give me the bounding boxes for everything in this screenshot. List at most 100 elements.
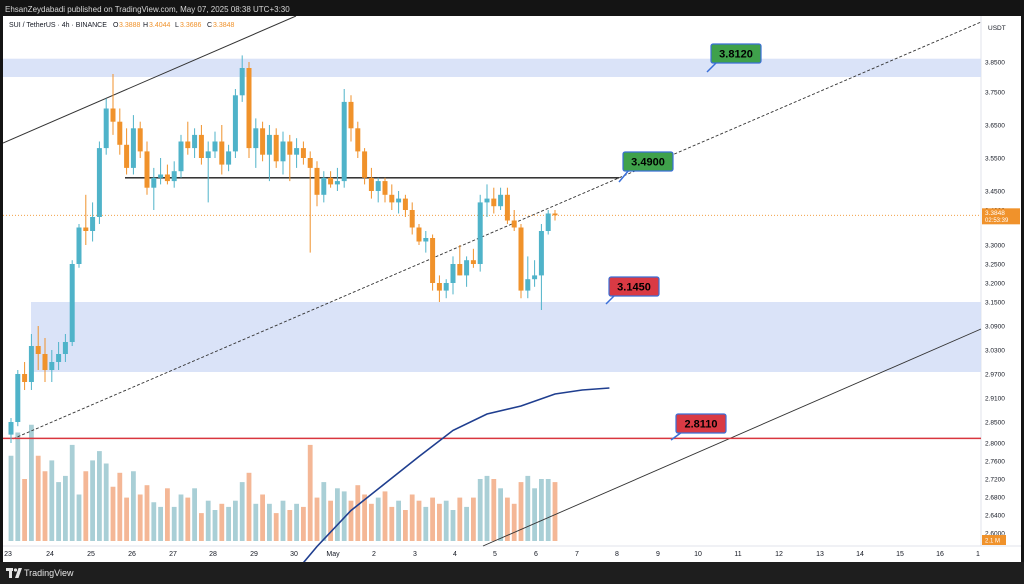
- volume-bar: [450, 510, 456, 541]
- volume-bar: [171, 506, 177, 541]
- candle-body: [396, 198, 402, 203]
- candle-body: [198, 134, 204, 158]
- candle-body: [538, 231, 544, 276]
- volume-bar: [49, 460, 55, 541]
- support-zone: [31, 302, 981, 372]
- current-price-badge: [982, 208, 1020, 225]
- volume-bar: [545, 479, 551, 541]
- candle-body: [103, 108, 109, 149]
- volume-bar: [335, 488, 340, 541]
- volume-bar: [178, 494, 184, 541]
- volume-bar: [287, 510, 293, 541]
- time-axis[interactable]: 23 24 25 26 27 28 29 30 May 2 3 4 5 6 7 8 9 10 11 12 13 14 15 1…: [4, 551, 980, 558]
- price-tick: 2.6800: [985, 495, 1005, 502]
- candle-body: [158, 174, 164, 178]
- candle-body: [334, 181, 340, 185]
- volume-bar: [192, 488, 197, 541]
- candle-body: [355, 128, 361, 152]
- candle-body: [239, 68, 245, 96]
- level-badge[interactable]: [710, 43, 762, 64]
- price-tick: 3.2000: [985, 281, 1005, 288]
- zones-layer: [3, 58, 981, 372]
- volume-bar: [321, 482, 327, 541]
- candle-body: [389, 194, 395, 203]
- volume-bar: [69, 444, 75, 541]
- level-label: 3.1450: [617, 282, 651, 294]
- upper-channel-line: [3, 16, 297, 144]
- volume-bar: [103, 463, 109, 541]
- volume-bar: [117, 472, 123, 541]
- low-value: 3.3686: [180, 22, 202, 29]
- volume-bar: [416, 500, 422, 541]
- price-tick: 3.0900: [985, 324, 1005, 331]
- candle-body: [130, 128, 136, 168]
- time-tick: 16: [936, 551, 944, 558]
- volume-bar: [457, 497, 463, 541]
- volume-bar: [199, 513, 204, 541]
- volume-bar: [246, 472, 252, 541]
- volume-bar: [131, 471, 136, 541]
- open-value: 3.3888: [119, 22, 141, 29]
- price-tick: 3.4500: [985, 189, 1005, 196]
- candle-body: [62, 342, 68, 354]
- candle-body: [28, 346, 34, 382]
- volume-bar: [233, 500, 238, 541]
- price-tick: 2.7200: [985, 477, 1005, 484]
- time-tick: 10: [694, 551, 702, 558]
- level-badge[interactable]: [622, 151, 674, 172]
- candle-body: [42, 354, 48, 370]
- price-tick: 2.9100: [985, 396, 1005, 403]
- candle-body: [457, 264, 463, 276]
- time-tick: 6: [534, 551, 538, 558]
- tradingview-logo-icon: [6, 568, 22, 578]
- volume-bar: [423, 506, 429, 541]
- time-tick: 26: [128, 551, 136, 558]
- price-tick: 3.0300: [985, 348, 1005, 355]
- time-tick: 8: [615, 551, 619, 558]
- volume-bar: [8, 455, 14, 541]
- candle-body: [362, 151, 368, 178]
- candle-body: [83, 227, 89, 231]
- volume-bar: [491, 479, 497, 541]
- candle-body: [22, 374, 28, 382]
- volume-bar: [253, 503, 259, 541]
- candle-body: [56, 354, 62, 362]
- volume-bar: [124, 497, 129, 541]
- level-callout-line: [618, 169, 630, 183]
- volume-bar: [151, 502, 157, 541]
- footer-brand: TradingView: [24, 568, 74, 578]
- candle-body: [246, 68, 252, 149]
- candle-body: [76, 227, 82, 264]
- price-tick: 3.5500: [985, 156, 1005, 163]
- price-chart[interactable]: SUI / TetherUS · 4h · BINANCE O 3.3888 H…: [3, 16, 1021, 562]
- price-tick: 2.9700: [985, 372, 1005, 379]
- time-tick: 12: [775, 551, 783, 558]
- volume-bar: [307, 444, 313, 541]
- candle-body: [185, 141, 191, 149]
- publish-header: EhsanZeydabadi published on TradingView.…: [5, 3, 1019, 17]
- high-label: H: [143, 22, 148, 29]
- volume-bar: [518, 482, 524, 541]
- candle-body: [328, 177, 334, 185]
- candle-body: [287, 141, 293, 155]
- price-axis[interactable]: USDT3.85003.75003.65003.55003.45003.4000…: [982, 25, 1020, 545]
- time-tick: 28: [209, 551, 217, 558]
- level-badge[interactable]: [675, 413, 727, 434]
- volume-bar: [552, 482, 558, 541]
- volume-bar: [97, 451, 102, 541]
- candle-body: [430, 238, 436, 283]
- price-tick: 3.2500: [985, 262, 1005, 269]
- level-label: 3.8120: [719, 49, 753, 61]
- time-tick: 13: [816, 551, 824, 558]
- time-tick: 1: [976, 551, 980, 558]
- volume-bar: [205, 500, 211, 541]
- price-tick: 2.6400: [985, 513, 1005, 520]
- volume-bar: [239, 482, 245, 541]
- candle-body: [470, 260, 476, 264]
- volume-bar: [185, 497, 191, 541]
- volume-bar: [443, 500, 449, 541]
- close-value: 3.3848: [213, 22, 235, 29]
- candle-body: [368, 177, 374, 191]
- level-badge[interactable]: [608, 276, 660, 297]
- time-tick: 7: [575, 551, 579, 558]
